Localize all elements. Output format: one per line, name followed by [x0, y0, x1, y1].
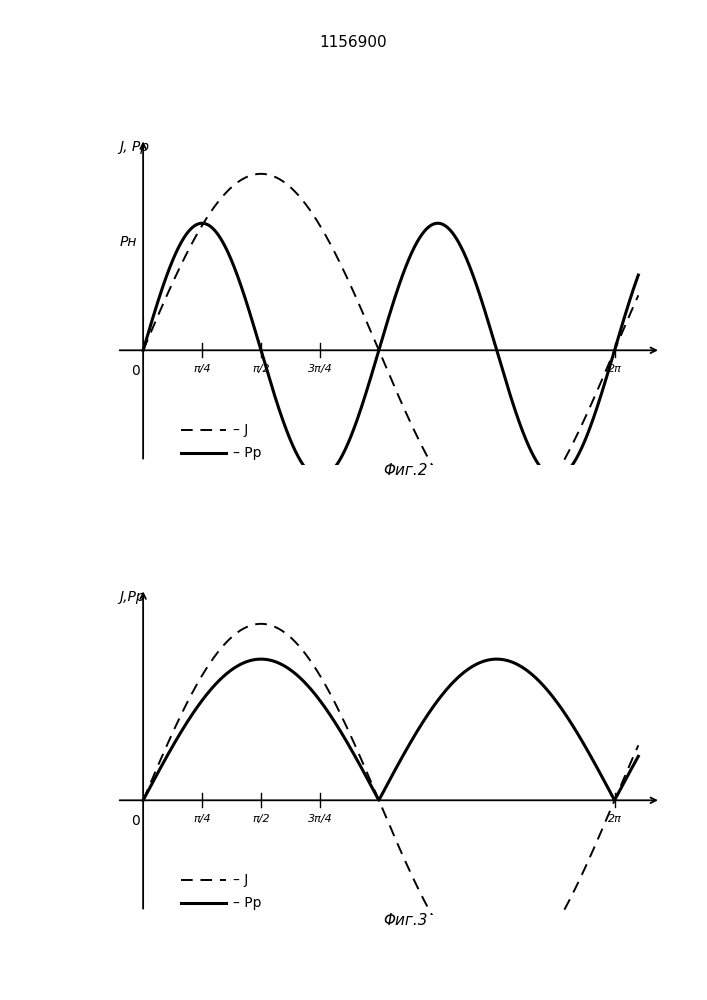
Text: π/4: π/4 [193, 364, 211, 374]
Text: – J: – J [233, 873, 248, 887]
Text: π/2: π/2 [252, 364, 270, 374]
Text: 2π: 2π [607, 364, 621, 374]
Text: π/2: π/2 [252, 814, 270, 824]
Text: π/4: π/4 [193, 814, 211, 824]
Text: Pн: Pн [119, 235, 137, 249]
Text: J, Pр: J, Pр [119, 140, 149, 154]
Text: 2π: 2π [607, 814, 621, 824]
Text: 0: 0 [131, 814, 139, 828]
Text: – Pр: – Pр [233, 896, 262, 910]
Text: – J: – J [233, 423, 248, 437]
Text: – Pр: – Pр [233, 446, 262, 460]
Text: Φиг.3: Φиг.3 [383, 913, 428, 928]
Text: Φиг.2: Φиг.2 [383, 463, 428, 478]
Text: 3π/4: 3π/4 [308, 814, 332, 824]
Text: 3π/4: 3π/4 [308, 364, 332, 374]
Text: J,Pр: J,Pр [119, 590, 145, 604]
Text: 0: 0 [131, 364, 139, 378]
Text: 1156900: 1156900 [320, 35, 387, 50]
